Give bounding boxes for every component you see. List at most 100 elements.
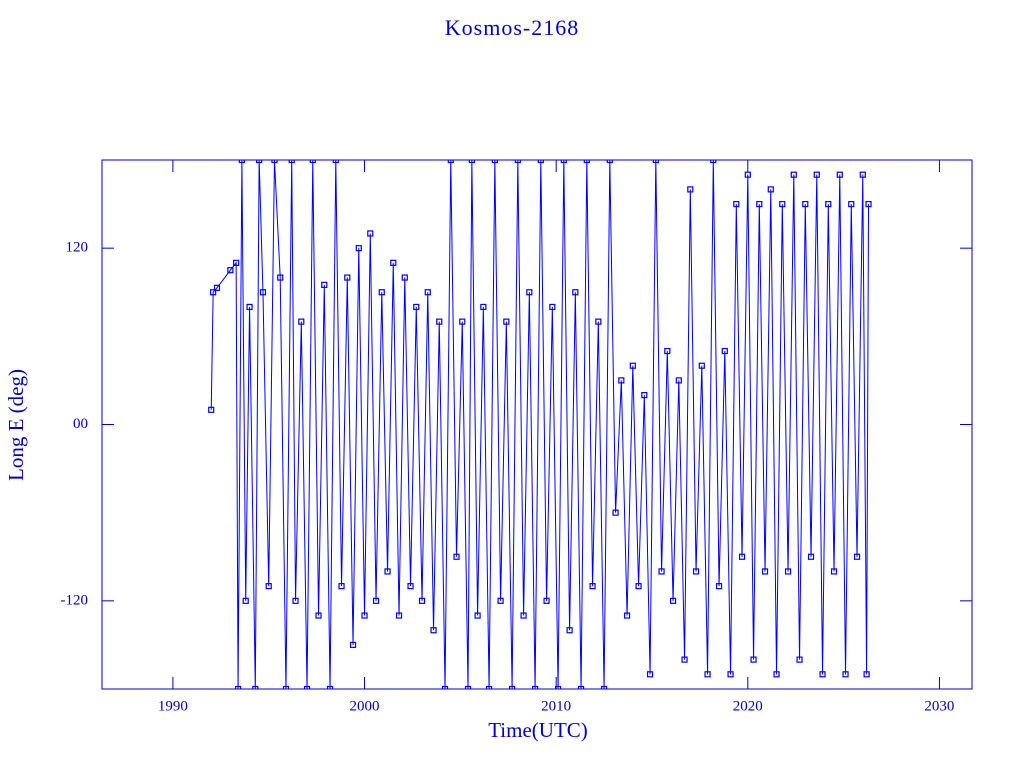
data-point: [577, 685, 585, 689]
data-point: [430, 627, 437, 634]
data-point: [658, 568, 665, 575]
data-point: [698, 362, 705, 369]
data-point: [721, 347, 728, 355]
plot-frame: [101, 159, 973, 690]
data-point: [453, 553, 460, 560]
data-point: [298, 318, 305, 325]
data-point: [687, 186, 694, 193]
data-point: [390, 259, 397, 266]
data-point: [669, 597, 677, 604]
data-point: [332, 160, 339, 164]
data-point: [727, 671, 734, 678]
data-point: [288, 160, 295, 164]
y-tick-label: 00: [73, 416, 88, 432]
data-point: [618, 377, 625, 384]
data-point: [756, 200, 763, 208]
data-point: [646, 671, 654, 678]
data-point: [252, 685, 259, 689]
data-point: [407, 583, 414, 590]
data-point: [641, 392, 648, 399]
x-tick-label: 2010: [541, 698, 571, 714]
data-point: [784, 568, 792, 575]
data-point: [213, 284, 221, 291]
data-point: [395, 612, 403, 619]
data-point: [372, 597, 380, 604]
data-point: [583, 160, 590, 164]
data-point: [508, 685, 516, 689]
data-point: [842, 671, 849, 678]
data-point: [378, 289, 385, 296]
data-point: [227, 267, 234, 274]
data-point: [349, 641, 357, 649]
data-point: [733, 200, 740, 208]
data-point: [600, 685, 608, 689]
data-point: [767, 186, 774, 193]
data-point: [796, 656, 803, 663]
data-point: [321, 281, 328, 289]
data-point: [813, 171, 820, 178]
data-point: [744, 171, 751, 178]
y-axis-title: Long E (deg): [4, 369, 28, 481]
data-point: [338, 583, 345, 590]
data-point: [595, 318, 602, 325]
data-point: [635, 583, 642, 590]
data-point: [629, 362, 636, 369]
data-point: [355, 245, 362, 252]
data-point: [309, 160, 316, 164]
data-point: [572, 289, 579, 296]
data-point: [859, 171, 866, 178]
data-point: [863, 671, 870, 678]
data-point: [715, 583, 723, 590]
data-point: [830, 568, 838, 575]
data-point: [242, 597, 249, 604]
data-point: [246, 303, 253, 311]
data-point: [259, 289, 267, 296]
data-point: [491, 160, 498, 164]
data-point: [447, 160, 454, 164]
data-point: [554, 685, 562, 689]
x-tick-label: 2030: [924, 698, 954, 714]
data-point: [520, 612, 527, 619]
data-point: [543, 597, 550, 604]
data-point: [233, 259, 240, 266]
data-point: [436, 318, 443, 325]
data-point: [761, 568, 769, 575]
data-point: [265, 583, 272, 590]
data-point: [807, 553, 815, 560]
data-point: [589, 583, 596, 590]
data-point: [271, 160, 278, 164]
data-point: [531, 685, 539, 689]
x-tick-label: 1990: [158, 698, 188, 714]
data-point: [315, 612, 322, 619]
data-point: [681, 656, 688, 663]
data-point: [675, 377, 682, 384]
data-point: [549, 303, 556, 311]
data-point: [710, 160, 717, 164]
data-point: [459, 318, 466, 325]
data-point: [664, 347, 671, 355]
data-point: [441, 685, 449, 689]
data-point: [361, 612, 368, 619]
data-point: [790, 171, 797, 178]
data-point: [413, 303, 420, 311]
data-point: [326, 685, 334, 689]
data-point: [464, 685, 472, 689]
x-tick-label: 2000: [350, 698, 380, 714]
data-point: [303, 685, 311, 689]
data-line: [210, 160, 870, 689]
data-point: [692, 568, 700, 575]
data-point: [652, 160, 659, 164]
data-point: [503, 318, 510, 325]
data-point: [210, 289, 217, 296]
data-point: [238, 160, 245, 164]
data-point: [344, 274, 351, 281]
data-point: [526, 289, 533, 296]
data-point: [514, 160, 521, 164]
data-point: [779, 200, 786, 208]
x-axis-title: Time(UTC): [488, 718, 588, 742]
data-point: [836, 171, 843, 178]
data-point: [292, 597, 299, 604]
data-point: [865, 200, 872, 208]
data-point: [474, 612, 481, 619]
x-tick-label: 2020: [733, 698, 763, 714]
